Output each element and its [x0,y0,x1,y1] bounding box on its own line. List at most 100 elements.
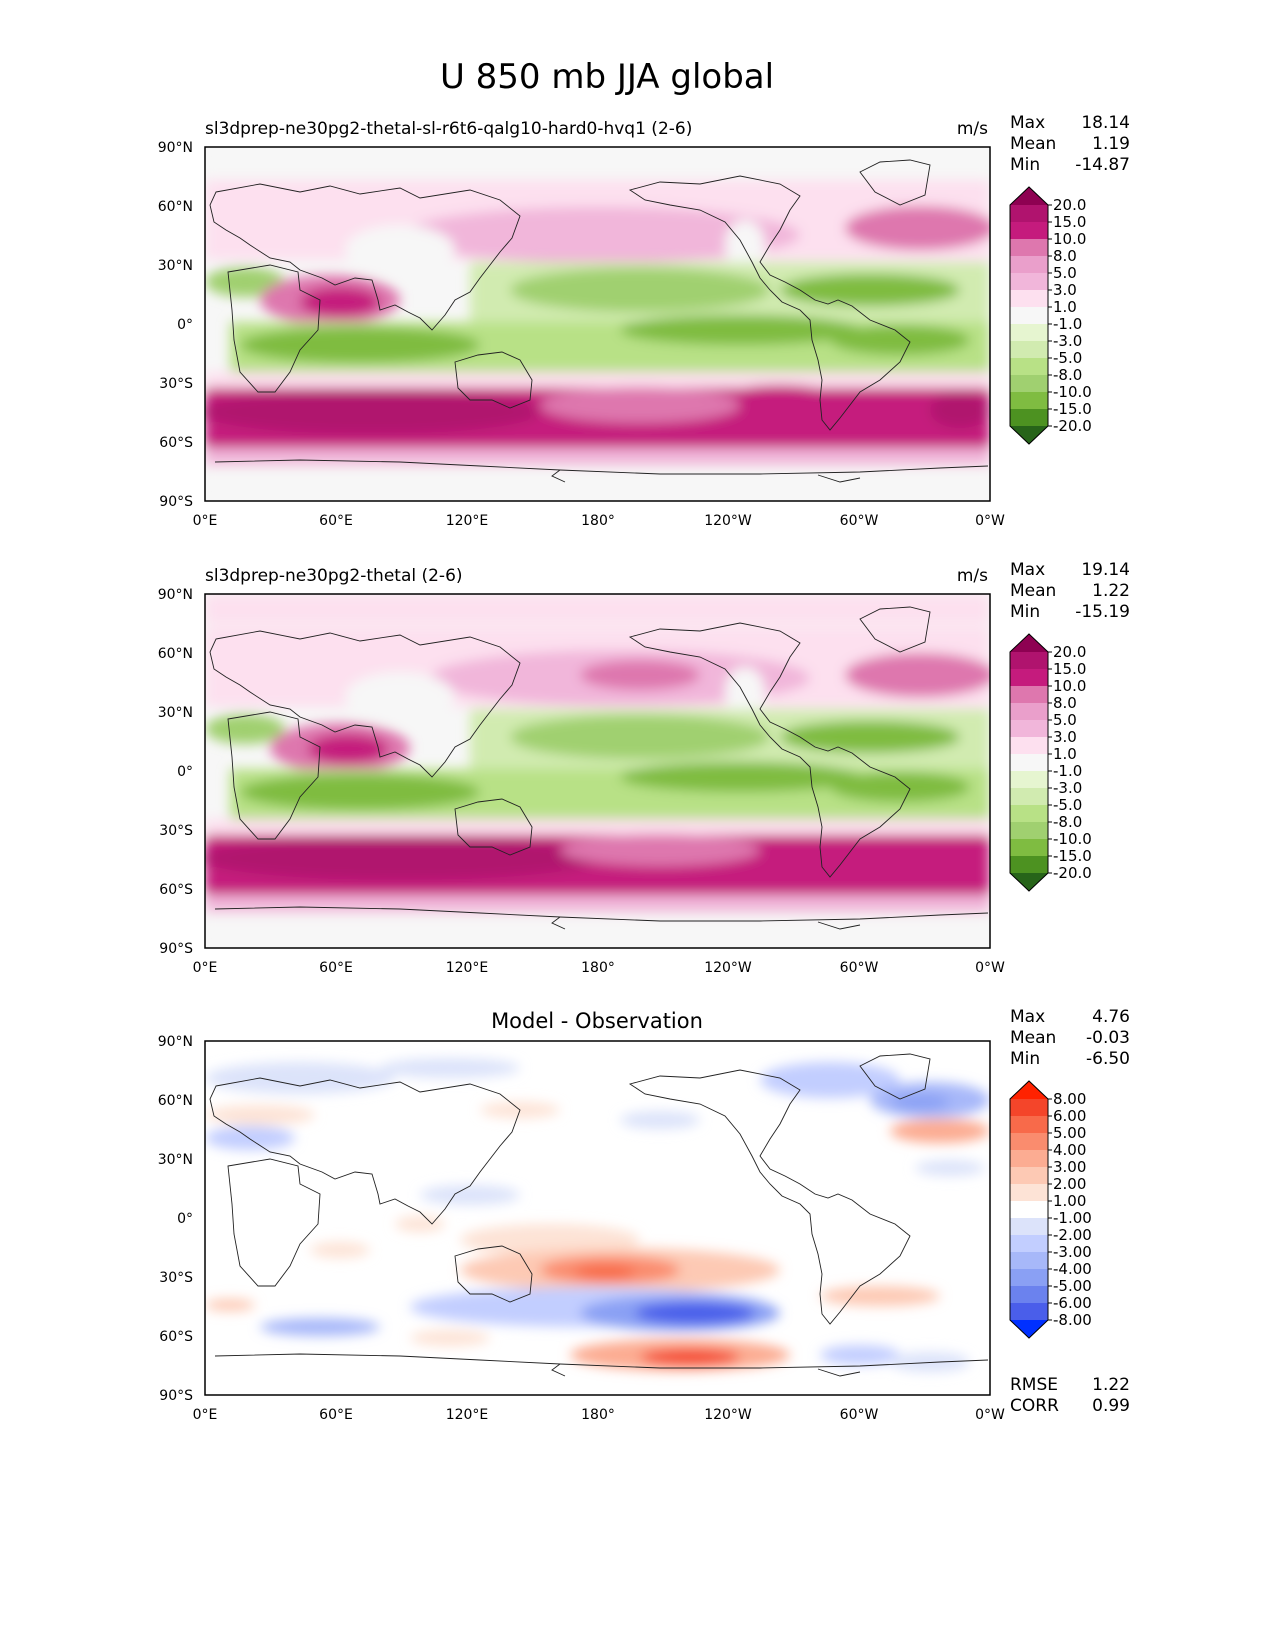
panel-1-y-tick: 90°S [159,494,193,510]
colorbar-segment [1010,290,1048,308]
colorbar-label: -3.00 [1053,1243,1092,1261]
panel-1-x-ticks: 0°E 60°E 120°E 180° 120°W 60°W 0°W [193,513,1005,529]
panel-3-y-tick: 90°N [158,1034,193,1050]
colorbar-segment [1010,358,1048,376]
colorbar-label: 1.0 [1053,745,1077,763]
colorbar-label: 3.0 [1053,281,1077,299]
colorbar-segment [1010,788,1048,806]
colorbar-label: 5.0 [1053,264,1077,282]
colorbar-label: -5.0 [1053,349,1082,367]
panel-2-coastlines [209,606,989,930]
panel-2-y-tick: 0° [177,764,193,780]
panel-2-stats: Max 19.14 Mean 1.22 Min -15.19 [1010,560,1130,622]
panel-1-x-tick: 120°W [704,513,752,529]
colorbar-label: 10.0 [1053,230,1086,248]
panel-3-y-tick: 0° [177,1211,193,1227]
panel-2-min-label: Min [1010,602,1040,622]
panel-3-rmse-label: RMSE [1010,1375,1058,1395]
colorbar-segment [1010,1133,1048,1151]
panel-2-units: m/s [957,566,988,586]
colorbar-segment [1010,822,1048,840]
panel-1-mean-value: 1.19 [1092,134,1130,154]
panel-3-coastlines [209,1053,989,1377]
panel-2-x-tick: 120°E [446,960,489,976]
panel-2-min-value: -15.19 [1075,602,1130,622]
panel-2-x-tick: 0°W [975,960,1005,976]
colorbar-segment [1010,839,1048,857]
panel-3-x-tick: 180° [581,1407,615,1423]
colorbar-label: -8.00 [1053,1311,1092,1329]
panel-3-max-label: Max [1010,1007,1045,1027]
panel-1-map-frame [204,146,991,502]
panel-1-map-field [205,147,990,501]
colorbar-segment [1010,324,1048,342]
colorbar-segment [1010,720,1048,738]
panel-1-x-tick: 0°W [975,513,1005,529]
panel-3-x-tick: 60°W [840,1407,879,1423]
colorbar-label: 2.00 [1053,1175,1086,1193]
panel-2-x-tick: 180° [581,960,615,976]
colorbar-segment [1010,703,1048,721]
panel-3-y-tick: 30°N [158,1152,193,1168]
panel-1-y-tick: 60°S [159,435,193,451]
colorbar-segment [1010,1235,1048,1253]
colorbar-label: -3.0 [1053,332,1082,350]
colorbar-segment [1010,392,1048,410]
panel-3-mean-value: -0.03 [1086,1028,1130,1048]
panel-3-stats: Max 4.76 Mean -0.03 Min -6.50 [1010,1007,1130,1069]
colorbar-label: -15.0 [1053,400,1092,418]
panel-2-x-ticks: 0°E 60°E 120°E 180° 120°W 60°W 0°W [193,960,1005,976]
panel-2-y-tick: 30°S [159,823,193,839]
panel-3-corr-value: 0.99 [1092,1396,1130,1416]
panel-1-x-tick: 0°E [193,513,218,529]
colorbar-label: 8.00 [1053,1090,1086,1108]
panel-2-colorbar: 20.015.010.08.05.03.01.0-1.0-3.0-5.0-8.0… [1009,633,1092,892]
panel-3-subtitle: Model - Observation [491,1009,703,1033]
panel-2-x-tick: 0°E [193,960,218,976]
colorbar-label: 8.0 [1053,247,1077,265]
panel-1-colorbar: 20.015.010.08.05.03.01.0-1.0-3.0-5.0-8.0… [1009,186,1092,445]
panel-3-x-tick: 120°E [446,1407,489,1423]
colorbar-segment [1010,256,1048,274]
colorbar-label: -20.0 [1053,864,1092,882]
colorbar-segment [1010,1269,1048,1287]
panel-2-x-tick: 60°W [840,960,879,976]
panel-1-y-tick: 30°N [158,258,193,274]
colorbar-label: 8.0 [1053,694,1077,712]
panel-1-subtitle: sl3dprep-ne30pg2-thetal-sl-r6t6-qalg10-h… [205,119,692,139]
panel-3-x-tick: 120°W [704,1407,752,1423]
panel-1-x-tick: 180° [581,513,615,529]
panel-2-y-ticks: 90°N 60°N 30°N 0° 30°S 60°S 90°S [158,587,193,957]
colorbar-label: -5.0 [1053,796,1082,814]
panel-3-map-frame [204,1040,991,1396]
colorbar-label: 5.0 [1053,711,1077,729]
panel-3-x-ticks: 0°E 60°E 120°E 180° 120°W 60°W 0°W [193,1407,1005,1423]
colorbar-label: 20.0 [1053,196,1086,214]
panel-3-x-tick: 0°W [975,1407,1005,1423]
colorbar-segment [1010,652,1048,670]
colorbar-segment [1010,409,1048,427]
panel-1: sl3dprep-ne30pg2-thetal-sl-r6t6-qalg10-h… [158,113,1130,529]
colorbar-label: -8.0 [1053,366,1082,384]
panel-2-x-tick: 120°W [704,960,752,976]
panel-2-mean-label: Mean [1010,581,1056,601]
colorbar-label: -1.00 [1053,1209,1092,1227]
colorbar-segment [1010,1184,1048,1202]
panel-3-corr-label: CORR [1010,1396,1059,1416]
colorbar-label: -1.0 [1053,315,1082,333]
panel-2-subtitle: sl3dprep-ne30pg2-thetal (2-6) [205,566,463,586]
colorbar-label: -10.0 [1053,830,1092,848]
panel-1-x-tick: 60°W [840,513,879,529]
panel-3-map-field [205,1041,990,1395]
colorbar-label: 6.00 [1053,1107,1086,1125]
colorbar-segment [1010,754,1048,772]
panel-2-mean-value: 1.22 [1092,581,1130,601]
panel-3-y-ticks: 90°N 60°N 30°N 0° 30°S 60°S 90°S [158,1034,193,1404]
colorbar-segment [1010,669,1048,687]
panel-1-coastlines [209,159,989,483]
panel-3-extra-stats: RMSE 1.22 CORR 0.99 [1010,1375,1130,1416]
panel-3-x-tick: 60°E [319,1407,353,1423]
colorbar-label: -15.0 [1053,847,1092,865]
colorbar-label: -6.00 [1053,1294,1092,1312]
colorbar-segment [1010,1286,1048,1304]
